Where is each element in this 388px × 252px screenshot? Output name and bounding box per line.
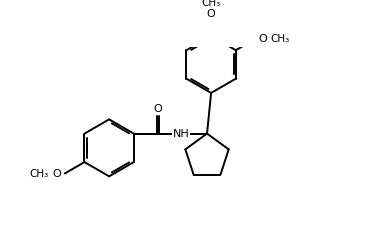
Text: CH₃: CH₃ (29, 169, 48, 179)
Text: CH₃: CH₃ (201, 0, 221, 8)
Text: O: O (154, 104, 163, 114)
Text: CH₃: CH₃ (270, 34, 289, 44)
Text: O: O (207, 9, 215, 19)
Text: NH: NH (173, 129, 189, 139)
Text: O: O (259, 34, 267, 44)
Text: O: O (52, 169, 61, 179)
